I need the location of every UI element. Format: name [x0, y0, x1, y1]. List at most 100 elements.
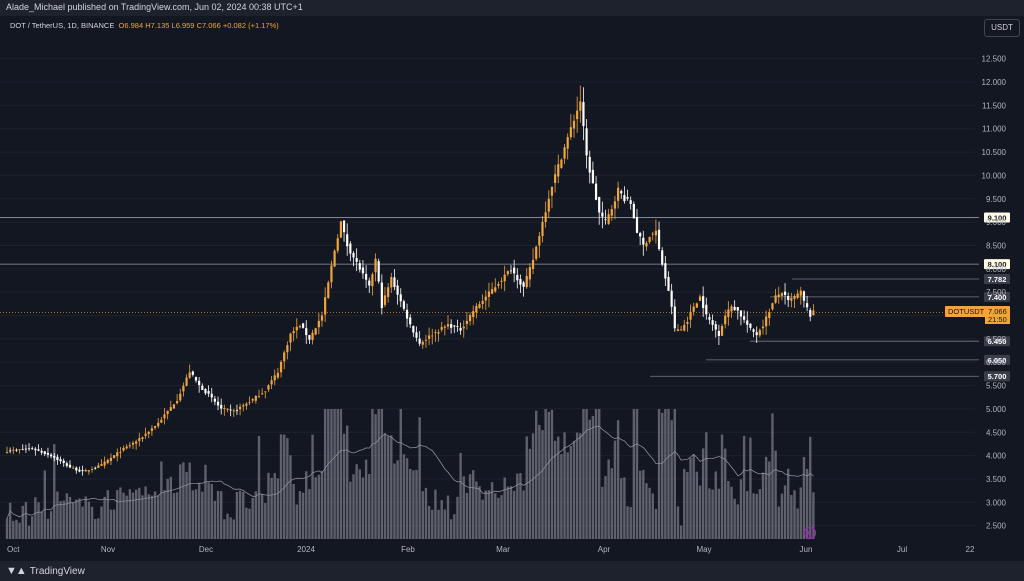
legend-high: 7.135	[150, 21, 170, 30]
candle	[257, 389, 261, 399]
candle-body	[787, 296, 790, 301]
candle	[251, 398, 254, 403]
candle	[324, 287, 327, 322]
volume-bar	[144, 486, 147, 539]
candle	[796, 289, 799, 300]
candle	[516, 268, 519, 289]
volume-bar	[97, 518, 100, 539]
volume-bar	[270, 477, 273, 539]
candle-body	[528, 267, 531, 280]
candle	[572, 114, 576, 138]
candle-body	[65, 463, 68, 466]
candle-body	[9, 450, 12, 452]
candle	[806, 295, 809, 312]
candle	[43, 451, 46, 457]
volume-bar	[175, 492, 179, 539]
volume-bar	[364, 459, 368, 539]
candle-body	[245, 403, 248, 406]
candle-body	[509, 270, 513, 272]
candle	[220, 398, 223, 415]
candle-body	[106, 459, 109, 464]
candle	[686, 316, 689, 332]
publisher-line: Alade_Michael published on TradingView.c…	[6, 2, 303, 12]
candle	[415, 326, 418, 342]
candle-body	[651, 233, 654, 235]
volume-bar	[320, 471, 324, 539]
volume-bar	[607, 459, 610, 539]
candle-body	[434, 332, 437, 333]
candle	[374, 253, 377, 282]
candle	[239, 403, 242, 416]
candle	[276, 367, 279, 380]
volume-bar	[503, 477, 506, 539]
candle-body	[346, 234, 349, 247]
candle-body	[790, 298, 793, 301]
candle-body	[481, 300, 484, 305]
candle	[478, 301, 481, 309]
candle-body	[352, 253, 355, 258]
candle-body	[141, 437, 144, 439]
candle-body	[588, 156, 591, 173]
volume-bar	[462, 476, 465, 539]
symbol-price-tag: DOTUSDT	[945, 306, 988, 318]
candle-body	[226, 408, 229, 410]
candle-body	[629, 200, 632, 204]
candle-body	[702, 296, 705, 309]
candle-body	[475, 305, 478, 313]
candle-body	[308, 335, 311, 340]
candle	[783, 283, 787, 305]
price-tick-label: 11.500	[982, 101, 1006, 110]
candle-body	[40, 450, 43, 453]
candle-body	[380, 282, 383, 309]
candle	[459, 322, 462, 335]
replay-icon	[803, 526, 817, 540]
volume-bar	[787, 468, 790, 539]
volume-bar	[563, 432, 566, 539]
volume-bar	[645, 483, 648, 539]
candle-body	[535, 246, 538, 259]
candle-body	[232, 410, 235, 412]
candle	[122, 445, 125, 452]
volume-bar	[65, 493, 69, 539]
time-axis: Oct Nov Dec 2024 Feb Mar Apr May Jun Jul 22	[7, 526, 975, 554]
candle-body	[144, 433, 147, 436]
volume-bar	[415, 469, 418, 539]
candle-body	[18, 449, 21, 451]
volume-bar	[783, 485, 787, 539]
candle-body	[610, 209, 613, 216]
volume-bar	[509, 486, 513, 539]
volume-bar	[525, 436, 528, 539]
volume-bar	[572, 440, 576, 539]
volume-bar	[484, 490, 487, 539]
candle-body	[311, 332, 314, 340]
candle	[506, 270, 509, 277]
candle-body	[37, 449, 40, 451]
volume-bar	[616, 420, 620, 539]
tradingview-logo[interactable]: ▼▲ TradingView	[6, 565, 85, 577]
candle	[720, 323, 724, 337]
candle-body	[604, 219, 607, 221]
volume-bar	[591, 416, 595, 539]
candle	[229, 404, 232, 417]
candle	[509, 265, 513, 274]
candle-body	[12, 449, 15, 451]
volume-bar	[805, 468, 809, 539]
candle-body	[673, 306, 676, 329]
volume-bar	[777, 506, 780, 539]
level-label: 5.700	[988, 372, 1007, 381]
currency-button[interactable]: USDT	[984, 19, 1020, 37]
candle-body	[538, 236, 541, 246]
candle-body	[90, 469, 94, 470]
candle	[166, 410, 169, 420]
volume-bar	[812, 492, 815, 539]
candle-body	[355, 258, 358, 262]
candle-body	[720, 325, 724, 336]
volume-bar	[368, 474, 371, 539]
volume-bar	[711, 489, 714, 539]
volume-bar	[648, 487, 651, 539]
candle	[617, 181, 620, 209]
price-chart[interactable]: 9.100 8.100 7.782 7.400 6.450 6.050 5.700 2.50…	[0, 0, 1024, 561]
candle-body	[122, 447, 125, 451]
candle-body	[383, 295, 387, 305]
volume-bar	[742, 435, 746, 539]
